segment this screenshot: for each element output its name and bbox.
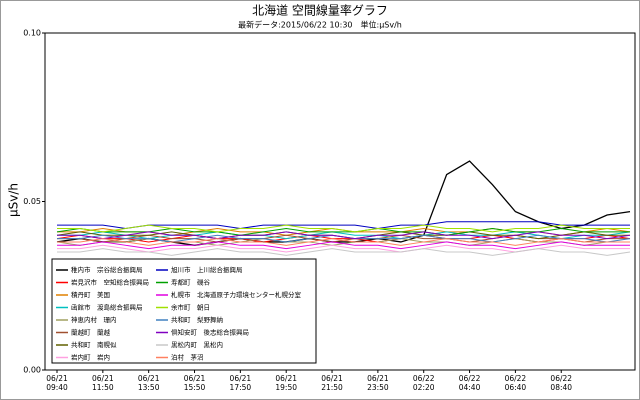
series-line (56, 227, 630, 236)
x-tick-label: 06/21 21:50 (321, 374, 343, 392)
legend-label: 岩内町 岩内 (71, 353, 110, 362)
legend-label: 黒松内町 黒松内 (171, 340, 223, 349)
legend-label: 余市町 朝日 (171, 303, 210, 312)
chart-title: 北海道 空間線量率グラフ (252, 3, 388, 18)
legend-label: 倶知安町 後志総合振興局 (171, 328, 249, 337)
x-tick-label: 06/22 04:40 (458, 374, 481, 392)
legend-label: 函館市 渡島総合振興局 (71, 303, 143, 312)
x-tick-label: 06/21 09:40 (46, 374, 68, 392)
x-tick-label: 06/21 17:50 (229, 374, 252, 392)
legend-label: 旭川市 上川総合振興局 (171, 265, 243, 274)
legend-label: 寿都町 磯谷 (171, 278, 211, 287)
x-tick-label: 06/21 19:50 (275, 374, 297, 392)
x-tick-label: 06/21 15:50 (183, 374, 206, 392)
y-axis-label: μSv/h (7, 183, 21, 217)
legend-label: 共和町 南幌似 (71, 340, 117, 349)
chart-subtitle: 最新データ:2015/06/22 10:30 単位:μSv/h (238, 20, 402, 30)
series-line (57, 238, 630, 246)
series-line (57, 221, 630, 229)
x-tick-label: 06/22 08:40 (550, 374, 573, 392)
y-tick-label: 0.00 (23, 366, 41, 375)
x-tick-label: 06/21 11:50 (92, 374, 114, 392)
series-line (57, 231, 631, 240)
x-tick-label: 06/21 13:50 (137, 374, 160, 392)
x-tick-label: 06/21 23:50 (367, 374, 389, 392)
series-line (57, 231, 631, 240)
legend-label: 泊村 茅沼 (171, 353, 204, 362)
x-tick-label: 06/22 06:40 (504, 374, 527, 392)
x-tick-label: 06/22 02:20 (412, 374, 435, 392)
legend-label: 共和町 梨野舞納 (171, 315, 223, 324)
legend-label: 岩見沢市 空知総合振興局 (71, 278, 149, 287)
series-line (57, 241, 630, 250)
y-tick-label: 0.05 (23, 197, 41, 206)
legend-label: 稚内市 宗谷総合振興局 (71, 265, 143, 274)
legend-label: 蘭越町 蘭越 (71, 328, 111, 337)
legend-label: 札幌市 北海道原子力環境センター札幌分室 (171, 290, 302, 299)
legend-label: 神恵内村 珊内 (71, 315, 117, 324)
legend-box (51, 258, 317, 364)
y-tick-label: 0.10 (23, 29, 41, 38)
legend-label: 積丹町 美国 (71, 290, 110, 299)
series-line (57, 224, 630, 233)
series-line (57, 248, 631, 256)
